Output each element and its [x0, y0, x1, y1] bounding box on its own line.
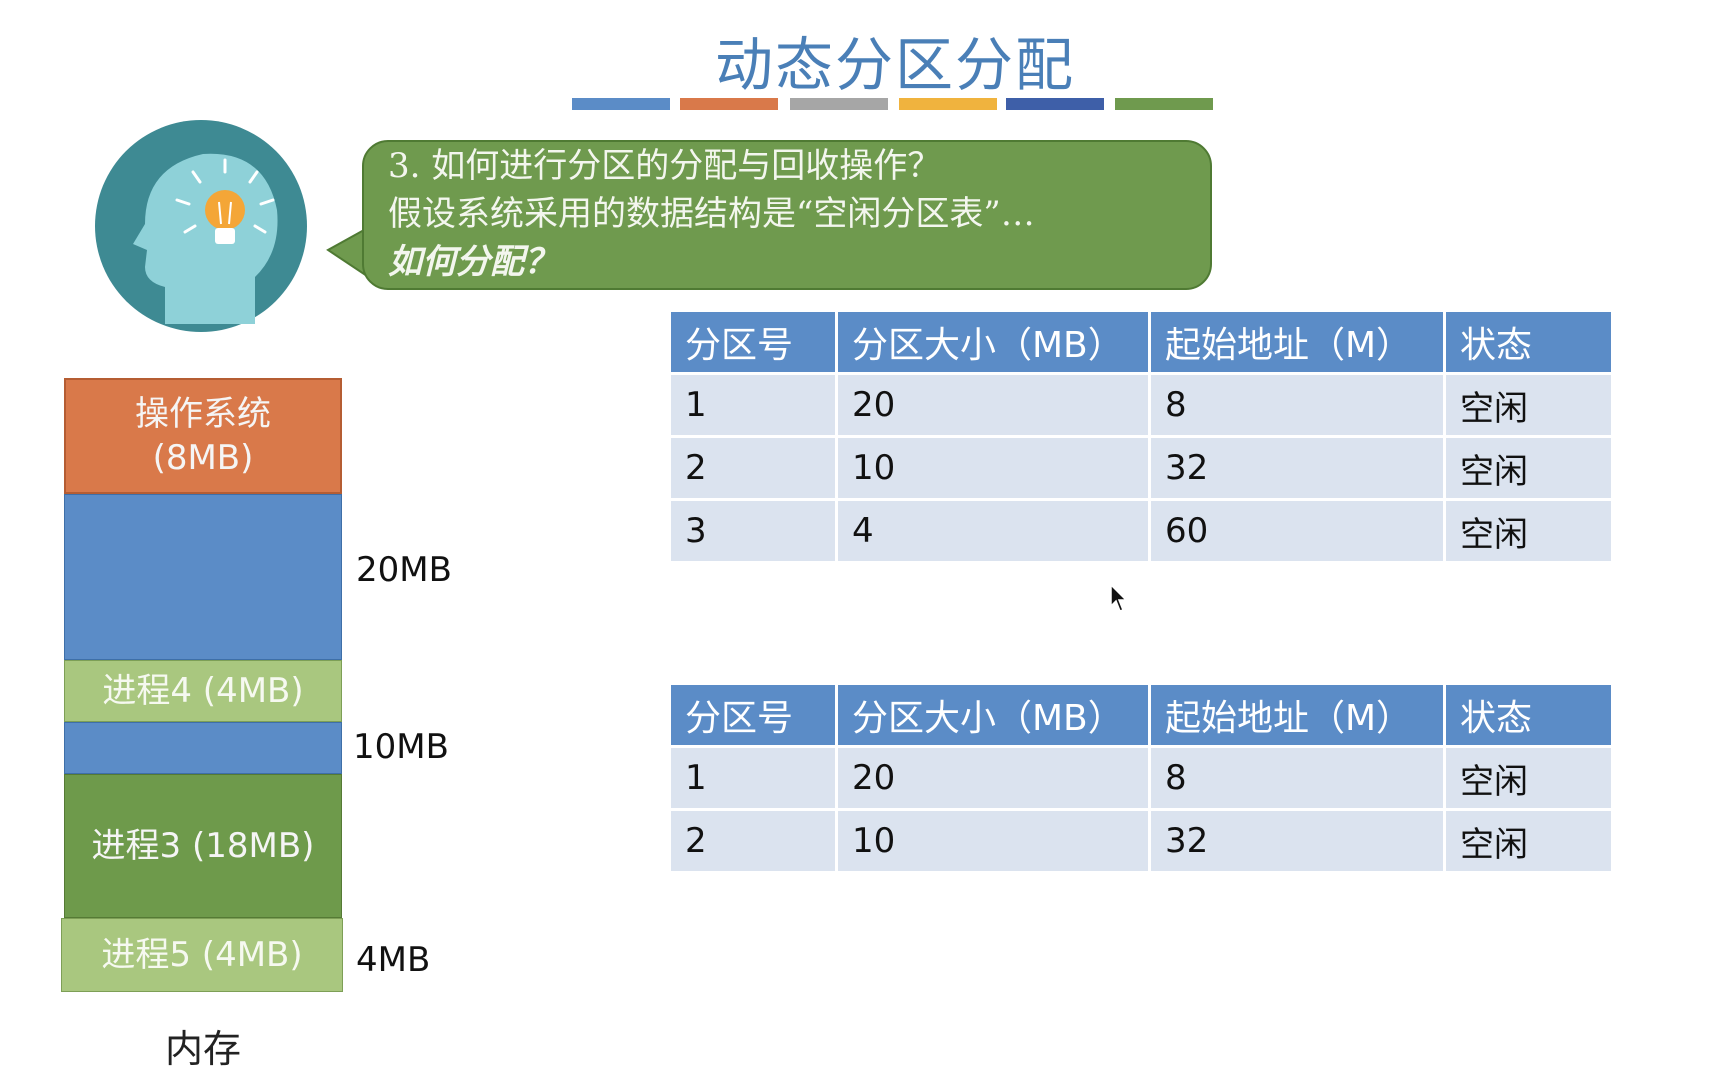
cell-partition-no: 2	[671, 438, 835, 498]
color-bar-green	[1115, 98, 1213, 110]
table-row: 1 20 8 空闲	[671, 375, 1611, 435]
free-partition-table-before: 分区号 分区大小（MB） 起始地址（M） 状态 1 20 8 空闲 2 10 3…	[668, 309, 1614, 564]
header-partition-size: 分区大小（MB）	[838, 685, 1148, 745]
memory-label: 内存	[164, 1027, 241, 1071]
cell-status: 空闲	[1446, 748, 1611, 808]
cell-status: 空闲	[1446, 375, 1611, 435]
cell-status: 空闲	[1446, 501, 1611, 561]
color-bar-orange	[680, 98, 778, 110]
cell-status: 空闲	[1446, 438, 1611, 498]
header-start-address: 起始地址（M）	[1151, 312, 1443, 372]
cell-partition-no: 3	[671, 501, 835, 561]
speech-bubble-tail	[326, 228, 366, 276]
cell-partition-size: 10	[838, 438, 1148, 498]
os-block-size: (8MB)	[152, 438, 254, 478]
cell-partition-size: 10	[838, 811, 1148, 871]
color-bar-gray	[790, 98, 888, 110]
color-bar-yellow	[899, 98, 997, 110]
cell-start-address: 60	[1151, 501, 1443, 561]
header-partition-no: 分区号	[671, 685, 835, 745]
header-partition-no: 分区号	[671, 312, 835, 372]
cell-partition-size: 4	[838, 501, 1148, 561]
memory-block-process-4: 进程4 (4MB)	[64, 660, 342, 722]
free-size-label-20mb: 20MB	[356, 550, 452, 590]
header-partition-size: 分区大小（MB）	[838, 312, 1148, 372]
cell-partition-size: 20	[838, 375, 1148, 435]
color-bar-blue	[572, 98, 670, 110]
table-row: 2 10 32 空闲	[671, 438, 1611, 498]
free-partition-table-after: 分区号 分区大小（MB） 起始地址（M） 状态 1 20 8 空闲 2 10 3…	[668, 682, 1614, 874]
head-lightbulb-icon	[133, 153, 278, 324]
free-size-label-4mb: 4MB	[356, 940, 431, 980]
cell-partition-no: 2	[671, 811, 835, 871]
cell-partition-no: 1	[671, 375, 835, 435]
mouse-pointer-icon	[1110, 584, 1128, 612]
cell-start-address: 8	[1151, 748, 1443, 808]
bubble-line-1: 3. 如何进行分区的分配与回收操作？	[388, 146, 942, 186]
header-status: 状态	[1446, 312, 1611, 372]
question-speech-bubble: 3. 如何进行分区的分配与回收操作？ 假设系统采用的数据结构是“空闲分区表”… …	[362, 140, 1212, 290]
memory-block-free-20mb	[64, 494, 342, 660]
table-row: 1 20 8 空闲	[671, 748, 1611, 808]
memory-block-free-10mb	[64, 722, 342, 774]
memory-block-os: 操作系统 (8MB)	[64, 378, 342, 494]
cell-partition-size: 20	[838, 748, 1148, 808]
os-block-name: 操作系统	[135, 394, 271, 434]
memory-block-process-3: 进程3 (18MB)	[64, 774, 342, 918]
cell-status: 空闲	[1446, 811, 1611, 871]
memory-block-process-5: 进程5 (4MB)	[61, 918, 343, 992]
bubble-line-2: 假设系统采用的数据结构是“空闲分区表”…	[388, 194, 1035, 234]
bubble-line-3: 如何分配？	[388, 242, 558, 282]
free-size-label-10mb: 10MB	[353, 727, 449, 767]
cell-start-address: 8	[1151, 375, 1443, 435]
header-status: 状态	[1446, 685, 1611, 745]
thinking-head-avatar	[95, 120, 307, 332]
header-start-address: 起始地址（M）	[1151, 685, 1443, 745]
table-row: 2 10 32 空闲	[671, 811, 1611, 871]
table-header-row: 分区号 分区大小（MB） 起始地址（M） 状态	[671, 685, 1611, 745]
slide-title: 动态分区分配	[714, 31, 1075, 99]
cell-start-address: 32	[1151, 438, 1443, 498]
table-header-row: 分区号 分区大小（MB） 起始地址（M） 状态	[671, 312, 1611, 372]
color-bar-navy	[1006, 98, 1104, 110]
table-row: 3 4 60 空闲	[671, 501, 1611, 561]
cell-partition-no: 1	[671, 748, 835, 808]
cell-start-address: 32	[1151, 811, 1443, 871]
